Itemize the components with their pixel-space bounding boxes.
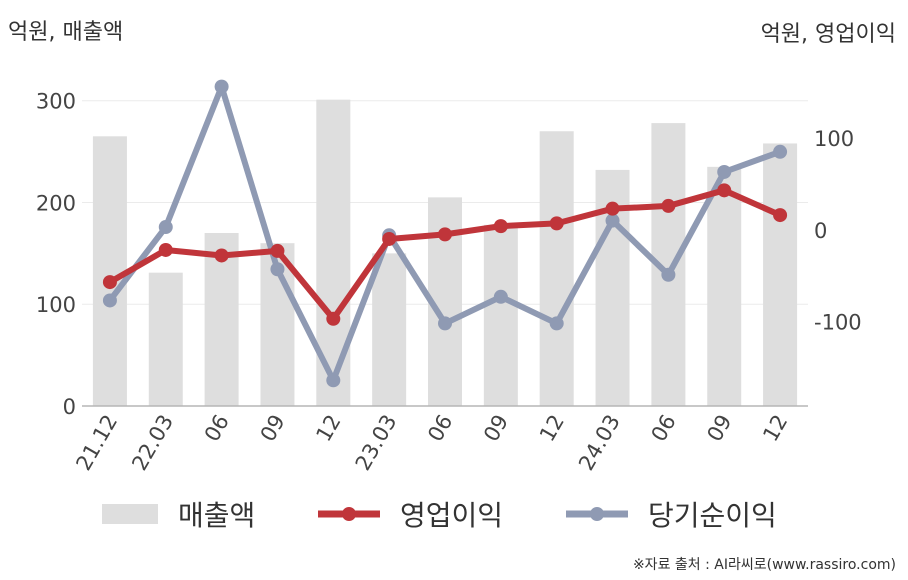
- legend-item-net-income: 당기순이익: [566, 494, 777, 534]
- right-axis-tick: -100: [814, 311, 862, 335]
- bar-revenue: [92, 136, 127, 406]
- point-operating-profit: [661, 198, 676, 213]
- x-axis-tick: 12: [535, 411, 569, 446]
- point-net-income: [773, 144, 788, 159]
- legend: 매출액 영업이익 당기순이익: [0, 494, 908, 534]
- legend-swatch-revenue: [102, 504, 158, 524]
- x-axis-tick: 06: [647, 411, 681, 446]
- legend-item-operating-profit: 영업이익: [318, 494, 503, 534]
- point-operating-profit: [270, 243, 285, 258]
- point-operating-profit: [214, 248, 229, 263]
- point-operating-profit: [773, 208, 788, 223]
- x-axis-tick: 22.03: [127, 411, 178, 475]
- x-axis-tick: 21.12: [71, 411, 122, 475]
- x-axis-tick: 23.03: [351, 411, 402, 475]
- point-net-income: [493, 289, 508, 304]
- left-axis-unit: 억원, 매출액: [8, 20, 124, 45]
- left-axis-tick: 100: [36, 293, 76, 317]
- bar-revenue: [148, 272, 183, 406]
- legend-label-revenue: 매출액: [178, 499, 256, 532]
- left-axis-tick: 0: [63, 395, 76, 419]
- point-net-income: [661, 267, 676, 282]
- point-net-income: [214, 79, 229, 94]
- legend-label-operating-profit: 영업이익: [400, 499, 504, 532]
- point-operating-profit: [717, 183, 732, 198]
- point-net-income: [102, 293, 117, 308]
- point-net-income: [438, 316, 452, 331]
- legend-label-net-income: 당기순이익: [648, 499, 777, 532]
- point-operating-profit: [549, 216, 564, 231]
- point-net-income: [326, 373, 341, 388]
- point-operating-profit: [605, 201, 620, 216]
- bar-revenue: [707, 166, 742, 406]
- x-axis-tick: 09: [256, 411, 290, 446]
- right-axis-unit: 억원, 영업이익: [760, 22, 896, 47]
- left-axis-tick: 200: [36, 191, 76, 215]
- point-operating-profit: [326, 311, 341, 326]
- point-net-income: [605, 213, 620, 228]
- x-axis-tick: 06: [423, 411, 457, 446]
- x-axis-tick: 12: [758, 411, 792, 446]
- x-axis-tick: 12: [311, 411, 345, 446]
- point-operating-profit: [382, 231, 397, 246]
- point-net-income: [158, 220, 173, 235]
- x-axis-tick: 06: [200, 411, 234, 446]
- point-operating-profit: [438, 227, 452, 242]
- point-operating-profit: [102, 275, 117, 290]
- right-axis-tick: 0: [814, 219, 827, 243]
- bar-revenue: [372, 253, 407, 406]
- legend-item-revenue: 매출액: [102, 494, 255, 534]
- x-axis-tick: 24.03: [574, 411, 625, 475]
- point-net-income: [270, 262, 285, 277]
- x-axis-tick: 09: [702, 411, 736, 446]
- source-note: ※자료 출처 : AI라씨로(www.rassiro.com): [632, 557, 896, 573]
- legend-swatch-operating-profit: [318, 507, 380, 521]
- legend-swatch-net-income: [566, 507, 628, 521]
- point-operating-profit: [158, 242, 173, 257]
- bar-revenue: [483, 224, 518, 406]
- bar-revenue: [539, 131, 574, 406]
- left-axis-tick: 300: [36, 90, 76, 114]
- x-axis-tick: 09: [479, 411, 513, 446]
- point-net-income: [549, 316, 564, 331]
- right-axis-tick: 100: [814, 127, 854, 151]
- point-operating-profit: [493, 219, 508, 234]
- point-net-income: [717, 164, 732, 179]
- bar-revenue: [763, 143, 798, 406]
